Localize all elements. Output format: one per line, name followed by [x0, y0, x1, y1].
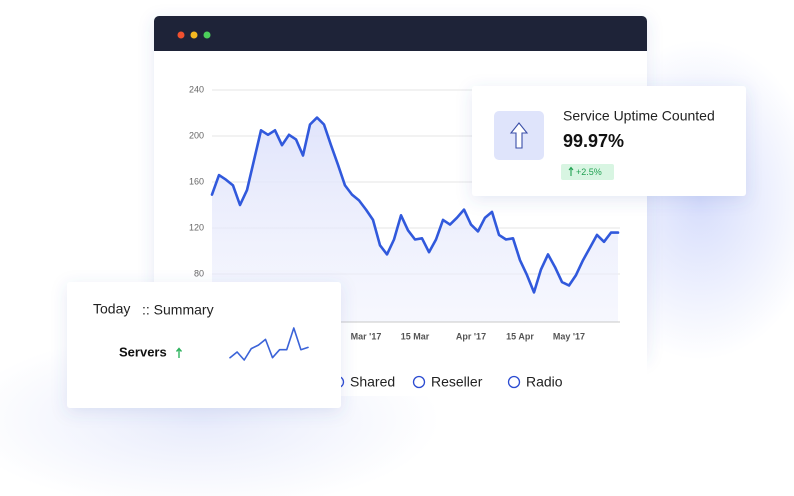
window-dot	[177, 31, 185, 39]
window-dot	[190, 31, 198, 39]
card-title: Service Uptime Counted	[563, 108, 715, 124]
servers-label: Servers	[119, 344, 167, 359]
change-value: +2.5%	[576, 167, 602, 177]
up-arrow-icon	[509, 122, 529, 149]
card	[67, 282, 341, 408]
radio-label[interactable]: Shared	[350, 374, 395, 390]
uptime-value: 99.97%	[563, 131, 624, 151]
x-tick-label: 15 Apr	[506, 331, 534, 341]
y-tick-label: 200	[189, 130, 204, 140]
card-subtitle: :: Summary	[142, 302, 214, 318]
x-tick-label: Mar '17	[351, 331, 382, 341]
x-tick-label: May '17	[553, 331, 585, 341]
main-chart: 80 120 160 200 240 Mar '17 15 Mar Apr '17 15 Apr…	[189, 84, 620, 341]
y-tick-label: 160	[189, 176, 204, 186]
radio-group: Shared Reseller Radio	[331, 374, 563, 390]
trend-arrow-icon	[175, 347, 183, 358]
y-tick-label: 120	[189, 222, 204, 232]
summary-card: Today :: Summary Servers	[67, 282, 341, 408]
sparkline	[229, 327, 309, 361]
radio-button[interactable]	[412, 375, 426, 389]
radio-button[interactable]	[507, 375, 521, 389]
window-titlebar	[154, 16, 647, 51]
radio-label[interactable]: Reseller	[431, 374, 483, 390]
uptime-card: Service Uptime Counted 99.97% +2.5%	[472, 86, 746, 196]
x-tick-label: Apr '17	[456, 331, 486, 341]
change-badge	[561, 164, 614, 180]
change-arrow-icon	[568, 166, 574, 176]
card-title: Today	[93, 301, 130, 317]
window-dot	[203, 31, 211, 39]
area-fill	[212, 117, 618, 322]
line	[229, 327, 309, 361]
y-tick-label: 240	[189, 84, 204, 94]
y-tick-label: 80	[194, 268, 204, 278]
line	[210, 116, 620, 294]
radio-label[interactable]: Radio	[526, 374, 563, 390]
x-tick-label: 15 Mar	[401, 331, 430, 341]
